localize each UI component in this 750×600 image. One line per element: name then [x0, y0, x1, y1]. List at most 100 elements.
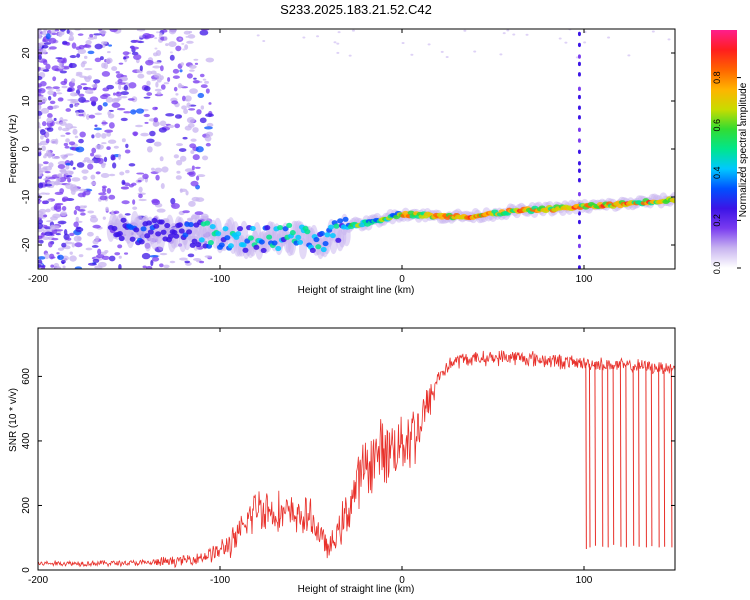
noise-blob — [176, 143, 183, 147]
vertical-stripe-blob — [577, 42, 581, 48]
noise-blob — [401, 41, 405, 44]
noise-blob — [82, 44, 92, 48]
noise-blob — [336, 51, 340, 54]
noise-blob — [67, 177, 72, 183]
noise-blob — [87, 163, 94, 170]
noise-blob — [45, 63, 51, 70]
noise-blob — [80, 83, 88, 86]
noise-blob — [46, 181, 52, 184]
noise-blob — [42, 69, 50, 72]
noise-blob — [155, 50, 162, 56]
track-core — [237, 226, 244, 232]
noise-blob — [52, 86, 60, 90]
noise-blob — [74, 266, 83, 269]
noise-blob — [159, 252, 168, 256]
snr-ylabel: SNR (10 * v/v) — [8, 388, 19, 452]
track-core — [342, 216, 349, 222]
noise-blob — [184, 44, 189, 50]
noise-blob — [169, 54, 175, 61]
noise-blob — [94, 57, 102, 63]
noise-blob — [205, 113, 214, 118]
noise-blob — [91, 84, 98, 88]
noise-blob — [106, 51, 111, 54]
colorbar-tick-label: 0.8 — [712, 71, 722, 84]
noise-blob — [146, 146, 153, 153]
snr-dropout — [585, 363, 587, 550]
noise-blob — [77, 84, 83, 90]
noise-blob — [98, 192, 107, 196]
noise-blob — [142, 32, 152, 40]
noise-blob — [69, 255, 77, 262]
vertical-stripe-blob — [577, 86, 581, 92]
noise-blob — [156, 208, 166, 213]
noise-blob — [62, 57, 67, 64]
noise-blob — [55, 233, 62, 236]
noise-blob — [201, 155, 209, 161]
noise-blob — [94, 124, 98, 127]
noise-blob — [42, 200, 47, 205]
noise-blob — [163, 264, 170, 269]
noise-blob — [152, 121, 160, 127]
noise-blob — [205, 57, 215, 63]
noise-blob — [38, 104, 42, 111]
noise-blob — [155, 81, 159, 88]
noise-blob — [186, 171, 195, 175]
track-core — [120, 217, 127, 223]
track-core — [187, 221, 194, 228]
noise-blob — [181, 42, 185, 45]
noise-blob — [38, 43, 43, 49]
noise-blob — [139, 65, 143, 72]
noise-blob — [94, 112, 103, 116]
noise-blob — [138, 198, 147, 202]
noise-blob — [171, 100, 179, 105]
noise-blob — [54, 29, 60, 32]
spectrogram-xtick-label: -200 — [28, 274, 48, 285]
track-core — [329, 232, 336, 239]
noise-blob — [199, 73, 205, 78]
noise-blob — [178, 148, 187, 153]
noise-blob — [558, 37, 562, 40]
snr-xtick-label: -100 — [210, 575, 230, 586]
noise-blob — [525, 33, 529, 36]
noise-blob — [71, 242, 76, 248]
noise-blob — [38, 256, 46, 260]
noise-blob — [65, 165, 70, 170]
track-core — [313, 236, 320, 243]
noise-blob — [132, 199, 136, 205]
noise-blob — [76, 162, 85, 168]
noise-blob — [57, 65, 65, 70]
noise-blob — [47, 105, 54, 110]
noise-blob — [101, 185, 107, 189]
noise-blob — [65, 132, 71, 135]
noise-blob — [84, 89, 94, 94]
noise-blob — [74, 242, 83, 248]
track-core — [258, 239, 265, 245]
noise-blob — [117, 82, 126, 85]
noise-blob — [106, 84, 115, 90]
noise-blob — [61, 127, 70, 132]
noise-blob — [193, 58, 199, 61]
noise-blob — [667, 38, 671, 41]
noise-blob — [51, 237, 59, 241]
noise-blob — [180, 62, 185, 66]
colorbar-tick-label: 0.6 — [712, 119, 722, 132]
noise-blob — [101, 142, 107, 145]
track-core — [318, 230, 325, 237]
noise-blob — [351, 29, 355, 32]
vertical-stripe-blob — [577, 105, 581, 110]
track-core — [304, 229, 311, 235]
noise-blob — [73, 221, 79, 228]
noise-blob — [51, 156, 61, 160]
noise-blob — [128, 82, 137, 89]
noise-blob — [140, 132, 149, 137]
noise-blob — [43, 42, 52, 45]
track-core — [198, 237, 205, 243]
noise-blob — [69, 55, 77, 59]
track-core — [235, 231, 242, 237]
noise-blob — [97, 104, 103, 111]
noise-blob — [99, 251, 108, 255]
noise-blob — [108, 122, 115, 129]
noise-blob — [158, 127, 167, 133]
noise-blob — [153, 73, 162, 78]
noise-blob — [106, 131, 112, 137]
